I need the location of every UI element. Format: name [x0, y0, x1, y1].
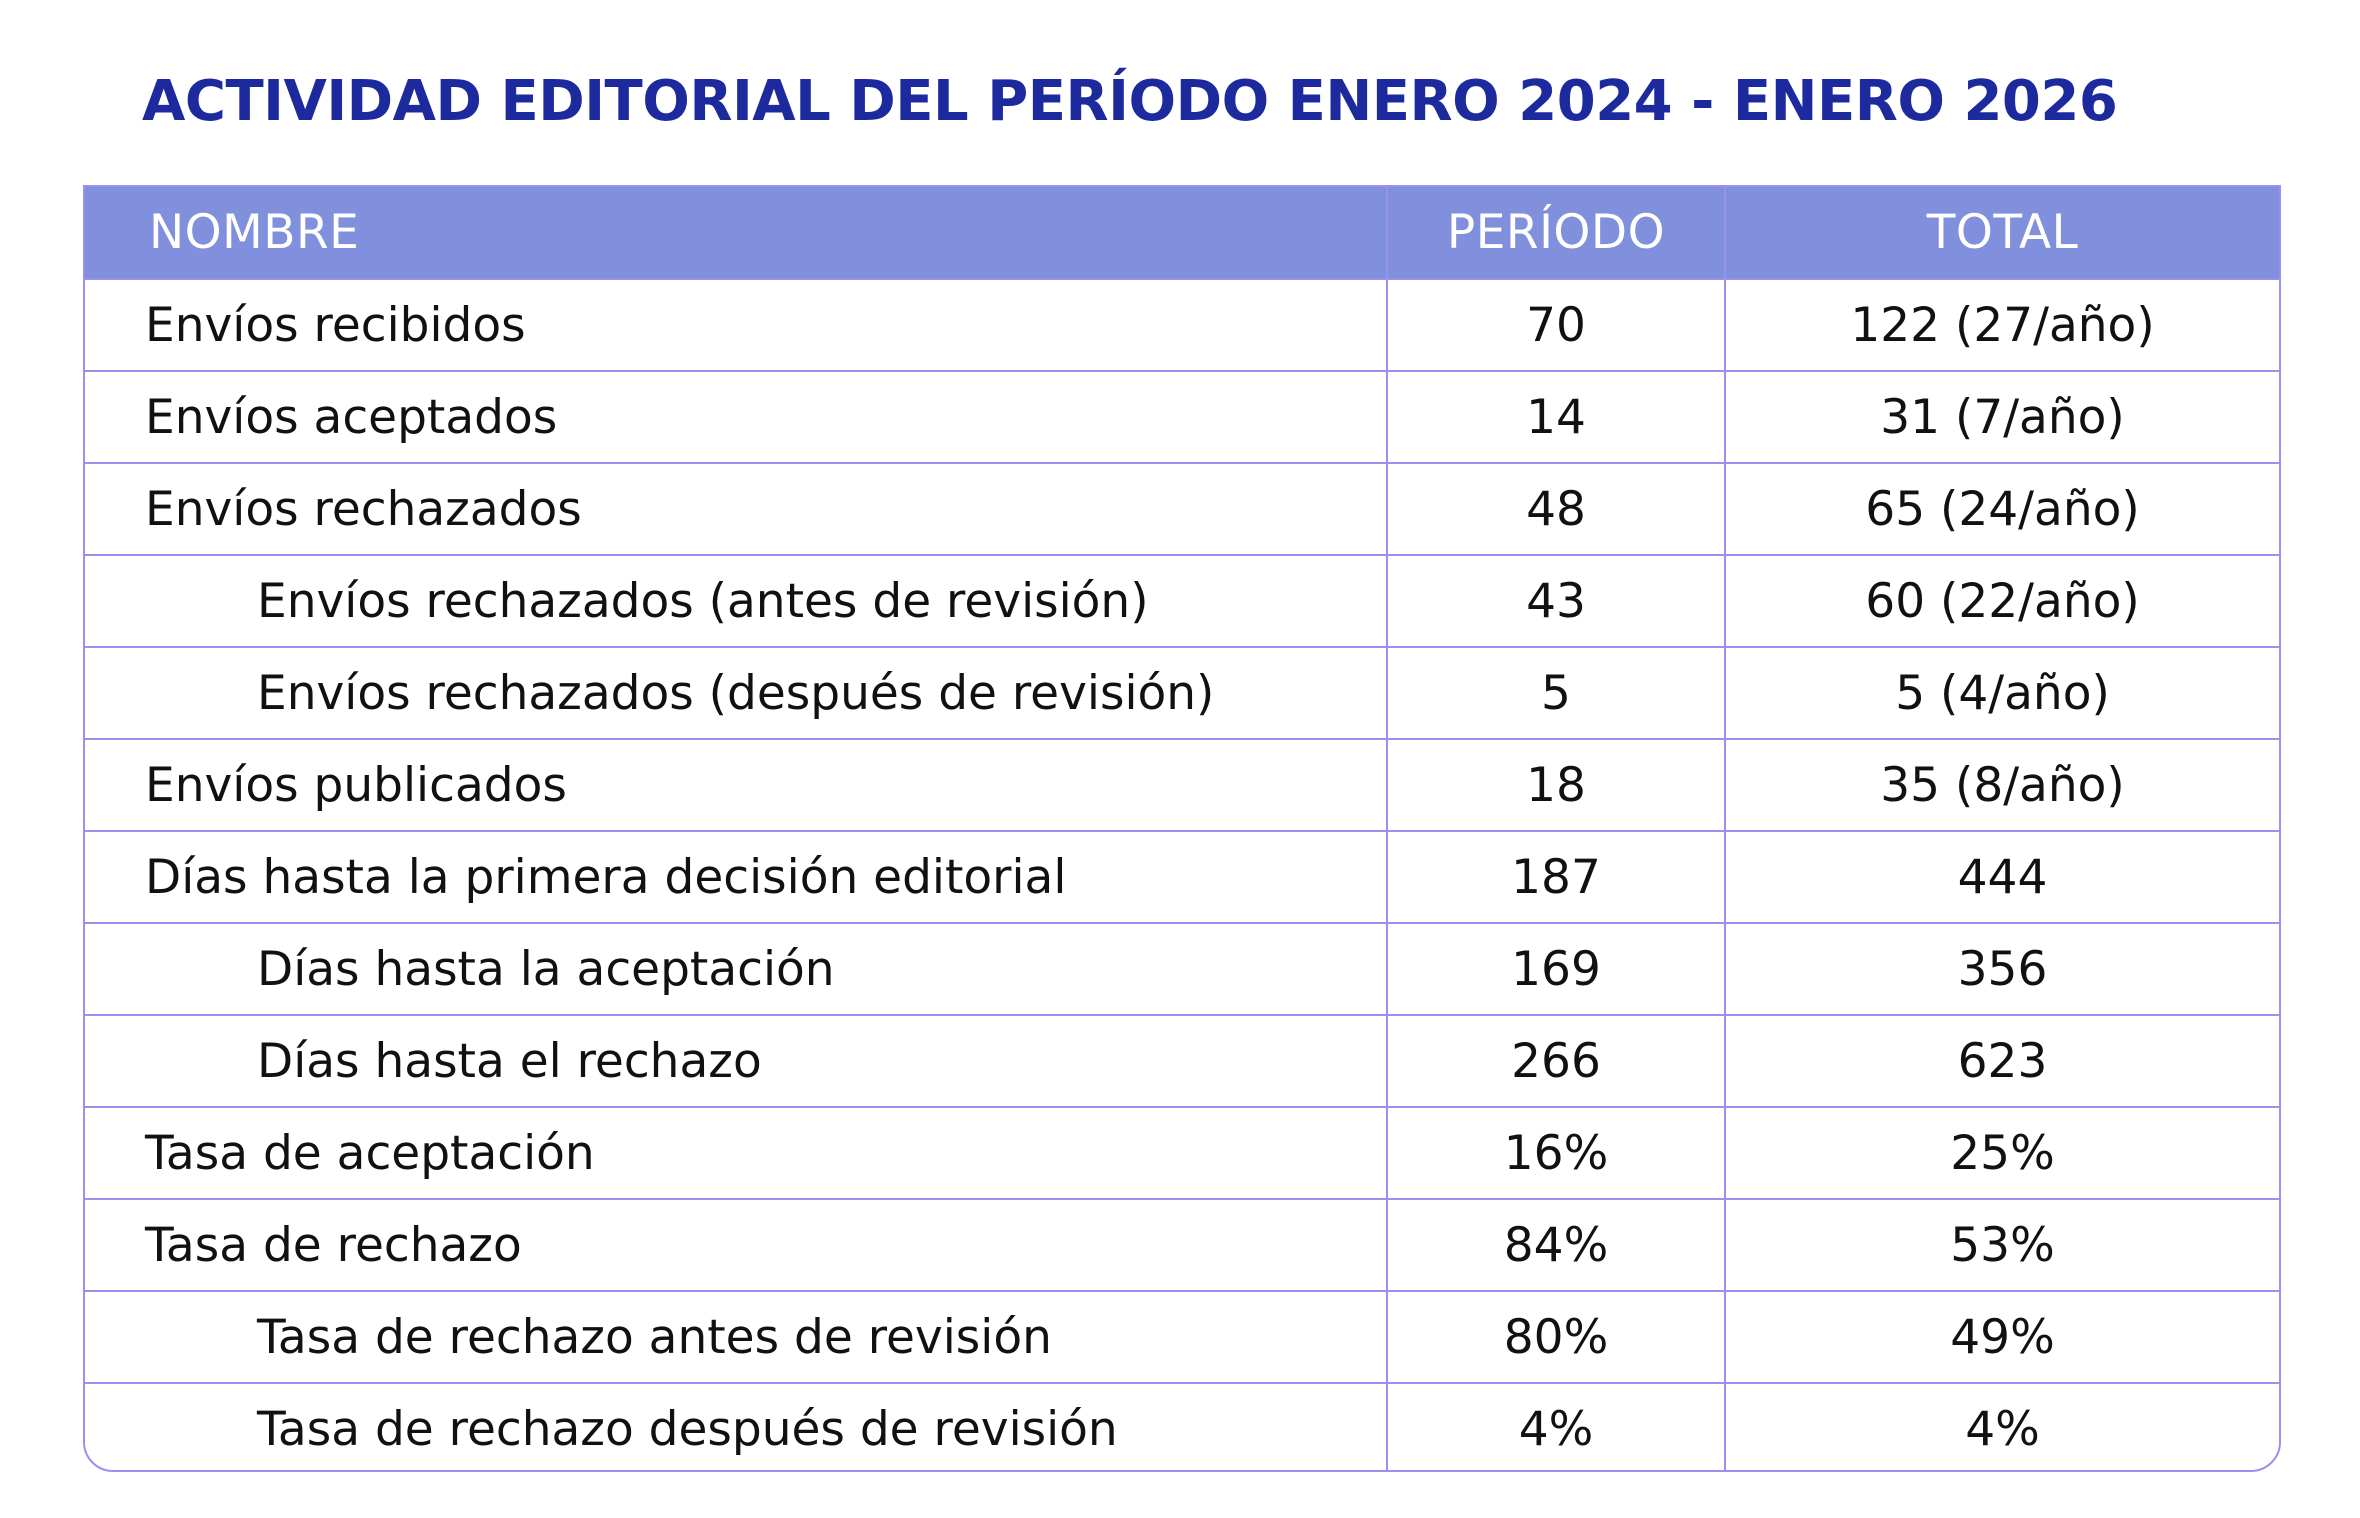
row-name-cell: Días hasta la aceptación — [85, 923, 1388, 1016]
row-total-cell: 5 (4/año) — [1725, 647, 2279, 740]
table-row: Días hasta la primera decisión editorial… — [85, 831, 2279, 924]
row-name-cell: Días hasta el rechazo — [85, 1015, 1388, 1108]
row-name-cell: Envíos publicados — [85, 739, 1388, 832]
table-row: Envíos rechazados (después de revisión) 5… — [85, 647, 2279, 740]
row-period-cell: 43 — [1387, 555, 1726, 648]
row-total-cell: 122 (27/año) — [1725, 279, 2279, 372]
row-total-cell: 65 (24/año) — [1725, 463, 2279, 556]
data-table: NOMBRE PERÍODO TOTAL Envíos recibidos 70 1… — [85, 187, 2279, 1470]
row-total-cell: 53% — [1725, 1199, 2279, 1292]
table-header-row: NOMBRE PERÍODO TOTAL — [85, 187, 2279, 280]
row-total-cell: 25% — [1725, 1107, 2279, 1200]
table-row: Envíos aceptados 14 31 (7/año) — [85, 371, 2279, 464]
row-period-cell: 80% — [1387, 1291, 1726, 1384]
row-name-cell: Envíos rechazados — [85, 463, 1388, 556]
row-total-cell: 49% — [1725, 1291, 2279, 1384]
row-name-cell: Envíos aceptados — [85, 371, 1388, 464]
table-body: Envíos recibidos 70 122 (27/año) Envíos ace… — [85, 279, 2279, 1470]
row-name-cell: Tasa de rechazo antes de revisión — [85, 1291, 1388, 1384]
row-total-cell: 35 (8/año) — [1725, 739, 2279, 832]
row-period-cell: 70 — [1387, 279, 1726, 372]
column-header-total: TOTAL — [1725, 187, 2279, 280]
column-header-period: PERÍODO — [1387, 187, 1726, 280]
row-period-cell: 14 — [1387, 371, 1726, 464]
row-name-cell: Días hasta la primera decisión editorial — [85, 831, 1388, 924]
row-total-cell: 31 (7/año) — [1725, 371, 2279, 464]
row-period-cell: 169 — [1387, 923, 1726, 1016]
row-name-cell: Tasa de rechazo después de revisión — [85, 1383, 1388, 1470]
row-total-cell: 623 — [1725, 1015, 2279, 1108]
page-title: ACTIVIDAD EDITORIAL DEL PERÍODO ENERO 20… — [142, 69, 2118, 134]
row-total-cell: 444 — [1725, 831, 2279, 924]
row-total-cell: 356 — [1725, 923, 2279, 1016]
row-name-cell: Envíos rechazados (después de revisión) — [85, 647, 1388, 740]
table-row: Envíos recibidos 70 122 (27/año) — [85, 279, 2279, 372]
row-period-cell: 4% — [1387, 1383, 1726, 1470]
row-total-cell: 4% — [1965, 1401, 2040, 1457]
row-period-cell: 187 — [1387, 831, 1726, 924]
table-row: Tasa de rechazo después de revisión 4% 4% — [85, 1383, 2279, 1470]
row-period-cell: 16% — [1387, 1107, 1726, 1200]
row-period-cell: 18 — [1387, 739, 1726, 832]
table-row: Tasa de aceptación 16% 25% — [85, 1107, 2279, 1200]
table-row: Días hasta el rechazo 266 623 — [85, 1015, 2279, 1108]
row-total-cell: 60 (22/año) — [1725, 555, 2279, 648]
column-header-name: NOMBRE — [85, 187, 1388, 280]
table-row: Envíos rechazados (antes de revisión) 43 6… — [85, 555, 2279, 648]
row-name-cell: Envíos rechazados (antes de revisión) — [85, 555, 1388, 648]
row-period-cell: 48 — [1387, 463, 1726, 556]
row-name-cell: Tasa de aceptación — [85, 1107, 1388, 1200]
table-row: Días hasta la aceptación 169 356 — [85, 923, 2279, 1016]
table-row: Envíos publicados 18 35 (8/año) — [85, 739, 2279, 832]
table-row: Tasa de rechazo 84% 53% — [85, 1199, 2279, 1292]
table-row: Tasa de rechazo antes de revisión 80% 49% — [85, 1291, 2279, 1384]
row-name-cell: Tasa de rechazo — [85, 1199, 1388, 1292]
row-period-cell: 266 — [1387, 1015, 1726, 1108]
editorial-activity-table: NOMBRE PERÍODO TOTAL Envíos recibidos 70 1… — [83, 185, 2281, 1472]
row-period-cell: 5 — [1387, 647, 1726, 740]
table-row: Envíos rechazados 48 65 (24/año) — [85, 463, 2279, 556]
row-name-cell: Envíos recibidos — [85, 279, 1388, 372]
row-period-cell: 84% — [1387, 1199, 1726, 1292]
